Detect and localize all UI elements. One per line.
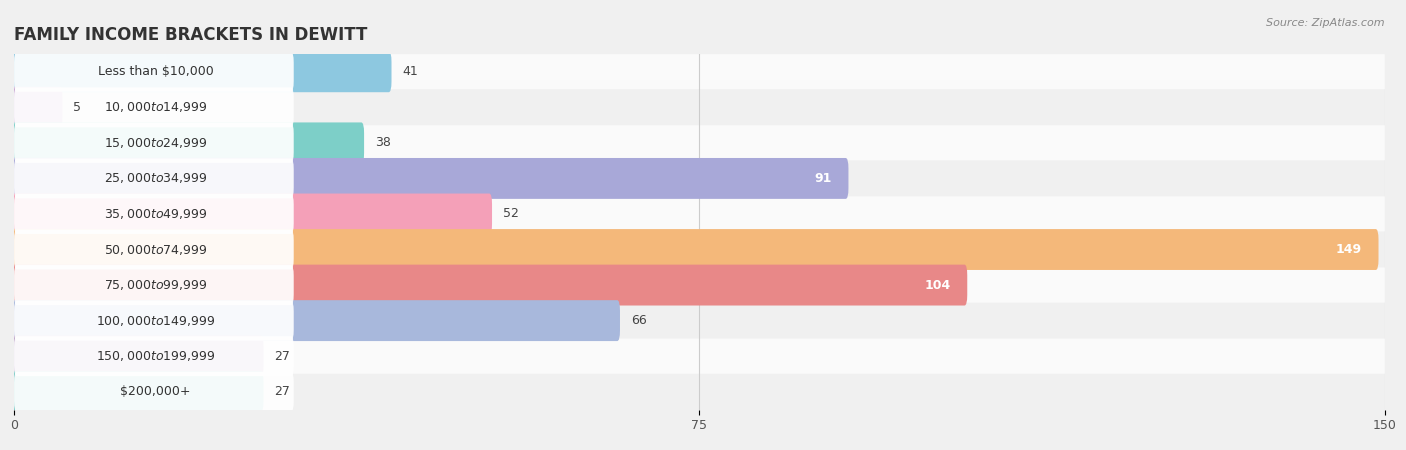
- FancyBboxPatch shape: [11, 87, 62, 128]
- FancyBboxPatch shape: [14, 196, 1385, 232]
- FancyBboxPatch shape: [14, 265, 294, 305]
- Text: Source: ZipAtlas.com: Source: ZipAtlas.com: [1267, 18, 1385, 28]
- FancyBboxPatch shape: [11, 158, 848, 199]
- FancyBboxPatch shape: [14, 338, 1385, 374]
- FancyBboxPatch shape: [14, 125, 1385, 161]
- FancyBboxPatch shape: [14, 123, 294, 163]
- FancyBboxPatch shape: [14, 230, 294, 270]
- Text: 5: 5: [73, 101, 82, 114]
- Text: $50,000 to $74,999: $50,000 to $74,999: [104, 243, 208, 256]
- FancyBboxPatch shape: [14, 267, 1385, 303]
- Text: 149: 149: [1336, 243, 1362, 256]
- FancyBboxPatch shape: [14, 303, 1385, 338]
- Text: 27: 27: [274, 350, 291, 363]
- FancyBboxPatch shape: [11, 300, 620, 341]
- Text: 91: 91: [814, 172, 832, 185]
- Text: $15,000 to $24,999: $15,000 to $24,999: [104, 136, 208, 150]
- Text: Less than $10,000: Less than $10,000: [98, 65, 214, 78]
- FancyBboxPatch shape: [14, 158, 294, 198]
- FancyBboxPatch shape: [14, 90, 1385, 125]
- Text: $100,000 to $149,999: $100,000 to $149,999: [96, 314, 215, 328]
- Text: 41: 41: [402, 65, 418, 78]
- FancyBboxPatch shape: [14, 374, 1385, 410]
- FancyBboxPatch shape: [14, 194, 294, 234]
- FancyBboxPatch shape: [14, 232, 1385, 267]
- FancyBboxPatch shape: [11, 229, 1378, 270]
- Text: 52: 52: [503, 207, 519, 220]
- Text: $25,000 to $34,999: $25,000 to $34,999: [104, 171, 208, 185]
- Text: $35,000 to $49,999: $35,000 to $49,999: [104, 207, 208, 221]
- FancyBboxPatch shape: [11, 194, 492, 234]
- FancyBboxPatch shape: [14, 372, 294, 412]
- FancyBboxPatch shape: [14, 54, 1385, 90]
- FancyBboxPatch shape: [14, 161, 1385, 196]
- Text: $10,000 to $14,999: $10,000 to $14,999: [104, 100, 208, 114]
- Text: 66: 66: [631, 314, 647, 327]
- FancyBboxPatch shape: [11, 51, 391, 92]
- FancyBboxPatch shape: [14, 336, 294, 376]
- FancyBboxPatch shape: [11, 122, 364, 163]
- Text: $75,000 to $99,999: $75,000 to $99,999: [104, 278, 208, 292]
- Text: 38: 38: [375, 136, 391, 149]
- FancyBboxPatch shape: [11, 371, 263, 412]
- FancyBboxPatch shape: [14, 301, 294, 341]
- Text: $200,000+: $200,000+: [121, 385, 191, 398]
- FancyBboxPatch shape: [11, 336, 263, 377]
- Text: FAMILY INCOME BRACKETS IN DEWITT: FAMILY INCOME BRACKETS IN DEWITT: [14, 26, 367, 44]
- FancyBboxPatch shape: [14, 87, 294, 127]
- Text: 27: 27: [274, 385, 291, 398]
- Text: $150,000 to $199,999: $150,000 to $199,999: [96, 349, 215, 363]
- FancyBboxPatch shape: [11, 265, 967, 306]
- FancyBboxPatch shape: [14, 52, 294, 92]
- Text: 104: 104: [925, 279, 950, 292]
